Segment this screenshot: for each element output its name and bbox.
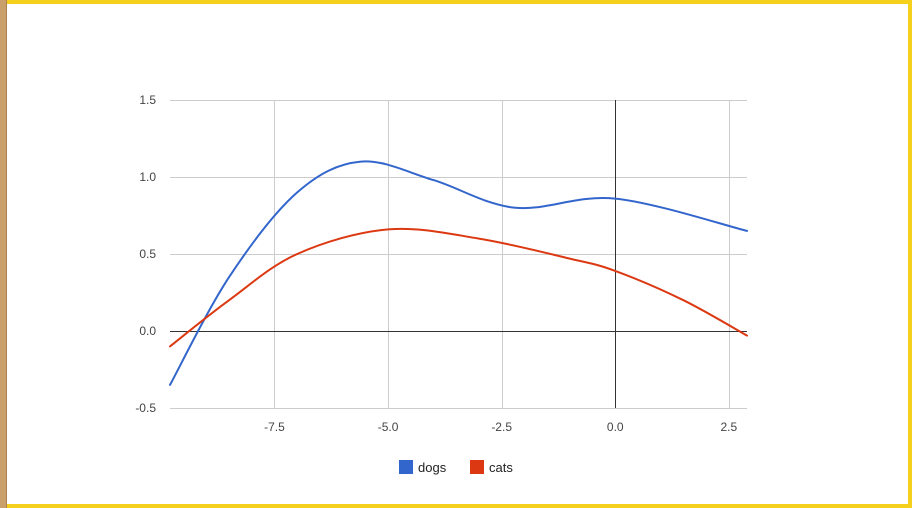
legend-item-cats[interactable]: cats [470,460,513,475]
gridlines [170,100,747,409]
window-edge [0,0,7,508]
y-tick-label: 0.0 [139,324,156,338]
legend-label-dogs: dogs [418,460,447,475]
series-line-dogs [169,160,748,386]
y-tick-label: 1.5 [139,93,156,107]
x-tick-label: -7.5 [264,420,285,434]
series-line-cats [169,227,748,348]
x-tick-label: 2.5 [720,420,737,434]
y-tick-label: -0.5 [135,401,156,415]
series-lines [169,160,748,386]
x-tick-label: -5.0 [378,420,399,434]
legend-label-cats: cats [489,460,513,475]
axes [170,100,747,408]
y-tick-labels: -0.5 0.0 0.5 1.0 1.5 [135,93,156,415]
x-tick-labels: -7.5 -5.0 -2.5 0.0 2.5 [264,420,737,434]
legend[interactable]: dogs cats [399,460,513,475]
y-tick-label: 0.5 [139,247,156,261]
x-tick-label: -2.5 [491,420,512,434]
x-tick-label: 0.0 [607,420,624,434]
legend-swatch-dogs [399,460,413,474]
y-tick-label: 1.0 [139,170,156,184]
legend-item-dogs[interactable]: dogs [399,460,447,475]
legend-swatch-cats [470,460,484,474]
